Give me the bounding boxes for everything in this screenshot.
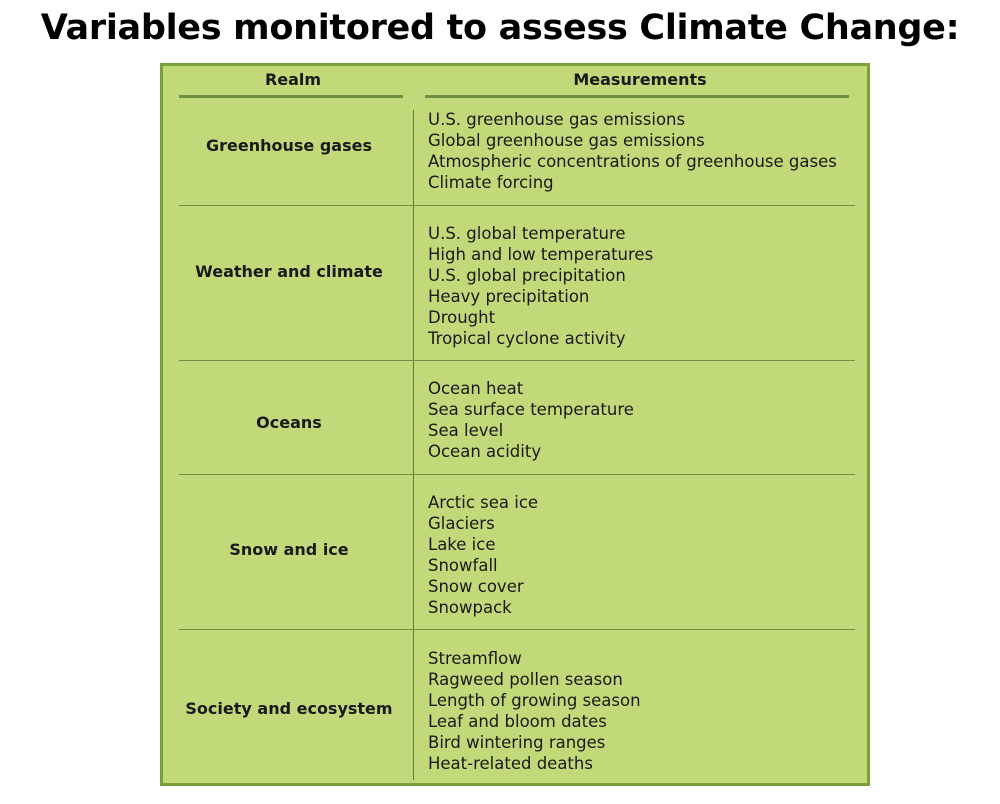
climate-variables-table: Realm Measurements Greenhouse gases U.S.…	[160, 63, 870, 786]
measurement-item: Leaf and bloom dates	[428, 712, 607, 731]
header-realm: Realm	[264, 70, 322, 89]
header-measurements: Measurements	[573, 70, 707, 89]
column-divider	[413, 110, 414, 780]
realm-greenhouse-gases: Greenhouse gases	[206, 136, 372, 155]
row-divider	[179, 205, 855, 206]
measurement-item: Ocean heat	[428, 379, 524, 398]
measurement-item: Snowfall	[428, 556, 498, 575]
measurement-item: U.S. global temperature	[428, 224, 626, 243]
realm-snow-and-ice: Snow and ice	[229, 540, 349, 559]
measurements-greenhouse-gases: U.S. greenhouse gas emissions Global gre…	[428, 109, 868, 193]
measurement-item: Snow cover	[428, 577, 524, 596]
realm-oceans: Oceans	[256, 413, 322, 432]
measurement-item: Ragweed pollen season	[428, 670, 623, 689]
measurement-item: Atmospheric concentrations of greenhouse…	[428, 152, 837, 171]
measurement-item: Drought	[428, 308, 496, 327]
measurement-item: Arctic sea ice	[428, 493, 539, 512]
row-divider	[179, 629, 855, 630]
measurement-item: Bird wintering ranges	[428, 733, 606, 752]
header-rule-realm	[179, 95, 403, 98]
measurement-item: Streamflow	[428, 649, 522, 668]
header-rule-measurements	[425, 95, 849, 98]
measurement-item: Tropical cyclone activity	[428, 329, 626, 348]
realm-society-and-ecosystem: Society and ecosystem	[185, 699, 393, 718]
measurement-item: Heavy precipitation	[428, 287, 590, 306]
measurement-item: Ocean acidity	[428, 442, 542, 461]
realm-weather-and-climate: Weather and climate	[195, 262, 383, 281]
measurement-item: U.S. global precipitation	[428, 266, 626, 285]
measurement-item: Length of growing season	[428, 691, 641, 710]
measurements-oceans: Ocean heat Sea surface temperature Sea l…	[428, 378, 868, 462]
measurement-item: Sea surface temperature	[428, 400, 634, 419]
measurement-item: U.S. greenhouse gas emissions	[428, 110, 686, 129]
measurement-item: Heat-related deaths	[428, 754, 593, 773]
measurement-item: High and low temperatures	[428, 245, 654, 264]
row-divider	[179, 360, 855, 361]
measurement-item: Glaciers	[428, 514, 495, 533]
measurements-weather-and-climate: U.S. global temperature High and low tem…	[428, 223, 868, 349]
measurements-snow-and-ice: Arctic sea ice Glaciers Lake ice Snowfal…	[428, 492, 868, 618]
measurement-item: Snowpack	[428, 598, 512, 617]
measurement-item: Climate forcing	[428, 173, 554, 192]
measurement-item: Global greenhouse gas emissions	[428, 131, 705, 150]
measurement-item: Sea level	[428, 421, 504, 440]
page-title: Variables monitored to assess Climate Ch…	[40, 8, 960, 48]
row-divider	[179, 474, 855, 475]
measurements-society-and-ecosystem: Streamflow Ragweed pollen season Length …	[428, 648, 868, 774]
measurement-item: Lake ice	[428, 535, 496, 554]
